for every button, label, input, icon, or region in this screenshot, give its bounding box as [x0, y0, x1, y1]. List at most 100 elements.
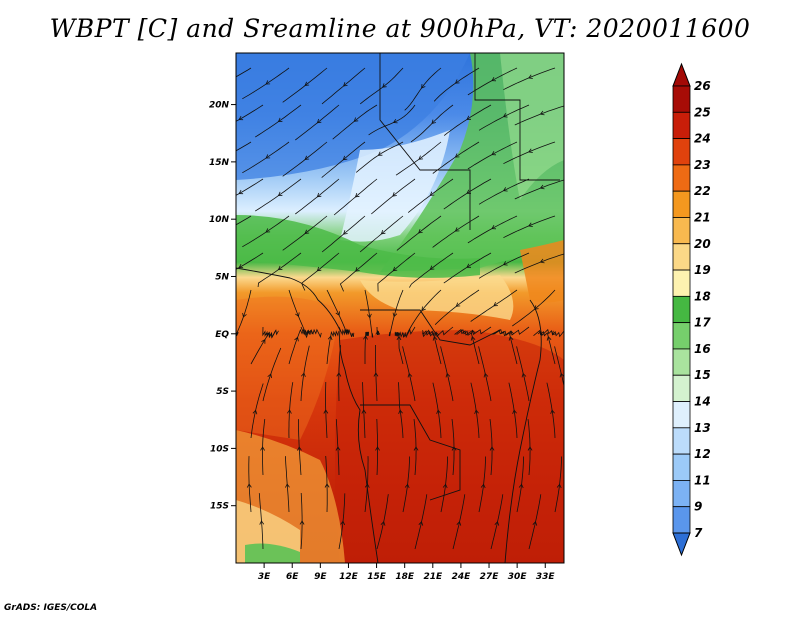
orange-east: [520, 240, 564, 303]
streamline-arrow: [295, 312, 300, 318]
streamline-arrow: [436, 409, 441, 414]
colorbar-label: 11: [694, 473, 711, 487]
streamline-arrow: [539, 110, 545, 116]
colorbar-segment: [672, 322, 691, 350]
streamline-arrow: [340, 520, 346, 526]
streamline-arrow: [353, 117, 359, 122]
streamline-arrow: [509, 330, 515, 336]
lon-tick-label: 33E: [536, 572, 556, 582]
streamline-arrow: [342, 155, 348, 161]
streamline-arrow: [304, 81, 310, 86]
lat-tick-label: 5S: [216, 387, 229, 397]
streamline-arrow: [242, 312, 247, 318]
colorbar-segment: [672, 269, 691, 297]
streamline-arrow: [246, 483, 252, 488]
streamline-arrow: [227, 78, 231, 82]
streamline-arrow: [307, 329, 313, 335]
streamline-arrow: [304, 229, 310, 234]
streamline: [567, 494, 579, 549]
streamline-arrow: [491, 224, 497, 230]
streamline-arrow: [364, 483, 370, 488]
streamline-arrow: [286, 409, 292, 414]
streamline-arrow: [277, 117, 283, 123]
streamline-arrow: [512, 409, 517, 414]
colorbar-segment: [672, 138, 691, 166]
streamline-arrow: [546, 336, 552, 341]
streamline-arrow: [431, 119, 436, 125]
streamline-arrow: [466, 263, 471, 268]
streamline-arrow: [445, 372, 451, 378]
colorbar-label: 14: [694, 395, 711, 409]
lat-tick-label: 10N: [209, 215, 230, 225]
streamline-arrow: [489, 446, 495, 451]
map-frame: [235, 52, 565, 564]
streamline-arrow: [285, 483, 290, 488]
streamline-arrow: [466, 189, 471, 194]
streamline-arrow: [421, 306, 426, 312]
streamline-arrow: [398, 409, 403, 414]
streamline-arrow: [392, 192, 397, 197]
colorbar-segment: [672, 401, 691, 429]
colorbar-label: 25: [694, 105, 711, 119]
streamline-arrow: [502, 113, 508, 118]
streamline-arrow: [521, 372, 527, 378]
border-central: [360, 309, 501, 346]
streamline-arrow: [344, 329, 349, 334]
colorbar-segment: [672, 243, 691, 271]
streamline-arrow: [377, 151, 383, 156]
lon-tick-label: 15E: [367, 572, 387, 582]
streamline-arrow: [252, 409, 258, 415]
streamline-arrow: [455, 302, 461, 307]
colorbar-segment: [672, 374, 691, 402]
streamline-arrow: [502, 187, 508, 192]
streamline-arrow: [335, 311, 340, 316]
streamline-arrow: [392, 266, 398, 272]
streamline-arrow: [380, 521, 386, 526]
streamline-arrow: [456, 521, 462, 526]
streamline-arrow: [366, 313, 372, 319]
streamline-arrow: [418, 155, 424, 160]
colorbar-segment: [672, 217, 691, 245]
streamline-arrow: [454, 79, 460, 84]
streamline-arrow: [518, 483, 524, 489]
streamline-arrow: [304, 155, 310, 160]
longitude-axis: 3E 6E 9E 12E 15E 18E 21E 24E 27E 30E 33E: [258, 563, 556, 582]
colorbar-segment: [672, 85, 691, 113]
streamline-arrow: [493, 302, 498, 307]
streamline-arrow: [413, 446, 419, 451]
colorbar-label: 22: [694, 184, 711, 198]
streamline-arrow: [474, 409, 479, 414]
streamline-arrow: [265, 228, 271, 233]
streamline-arrow: [494, 521, 500, 526]
streamline-arrow: [471, 329, 476, 335]
colorbar-high-tip: [672, 62, 691, 87]
colorbar-segment: [672, 480, 691, 508]
streamline-arrow: [407, 372, 413, 378]
colorbar-segment: [672, 348, 691, 376]
credit-text: GrADS: IGES/COLA: [4, 603, 98, 613]
colorbar-label: 20: [694, 237, 711, 251]
colorbar-label: 26: [694, 79, 711, 93]
streamline-arrow: [382, 83, 387, 88]
streamlines: [227, 67, 579, 550]
streamline-arrow: [508, 336, 514, 341]
streamline-arrow: [418, 521, 424, 526]
streamline: [566, 419, 568, 475]
lon-tick-label: 9E: [314, 572, 327, 582]
streamline-arrow: [483, 372, 489, 378]
streamline-arrow: [502, 261, 508, 266]
streamline-arrow: [539, 258, 545, 264]
colorbar-segment: [672, 190, 691, 218]
streamline-arrow: [277, 191, 283, 197]
streamline-arrow: [316, 266, 322, 272]
streamline-arrow: [528, 74, 533, 79]
colorbar-segment: [672, 427, 691, 455]
colorbar-label: 17: [694, 316, 711, 330]
streamline-arrow: [277, 265, 283, 271]
colorbar: 7 9 11 12 13 14 15 16 17 18 19 20 21 22 23 24 25 26: [672, 62, 711, 557]
border-sahel: [379, 53, 471, 230]
green-sw-corner: [245, 543, 300, 563]
streamline-arrow: [261, 339, 266, 344]
cold-region: [236, 53, 470, 180]
